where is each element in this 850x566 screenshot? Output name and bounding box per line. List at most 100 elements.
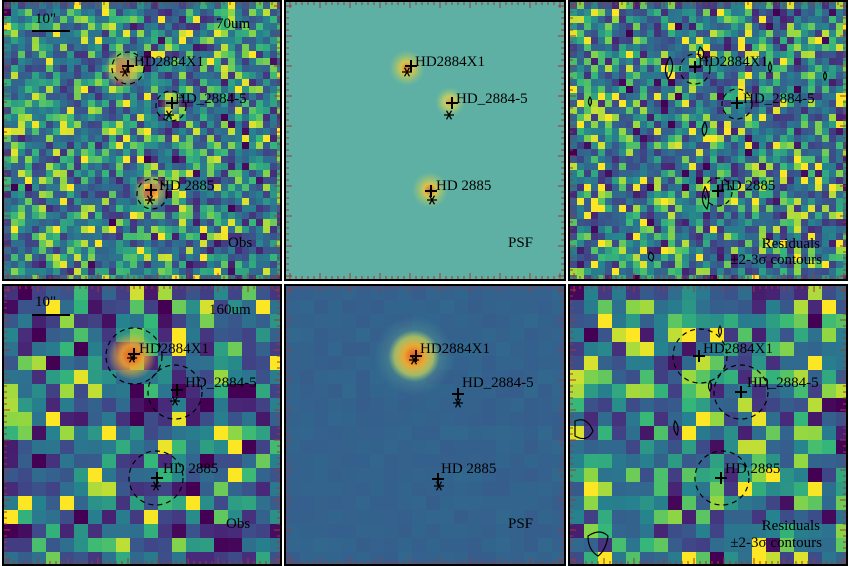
pixel (158, 30, 166, 38)
pixel (95, 142, 103, 150)
pixel (39, 9, 47, 17)
pixel (214, 9, 222, 17)
pixel (661, 58, 669, 66)
pixel (102, 44, 110, 52)
pixel (703, 9, 711, 17)
pixel (794, 93, 802, 101)
pixel (647, 114, 655, 122)
pixel (74, 240, 82, 248)
pixel (752, 226, 760, 234)
pixel (570, 156, 578, 164)
source-label-hd2885: HD 2885 (436, 178, 492, 194)
scale-bar (32, 314, 70, 316)
pixel (200, 275, 208, 279)
pixel (640, 286, 655, 301)
pixel (11, 93, 19, 101)
pixel (242, 254, 250, 262)
pixel (88, 51, 96, 59)
pixel (207, 107, 215, 115)
pixel (752, 107, 760, 115)
pixel (822, 454, 837, 469)
pixel (109, 149, 117, 157)
pixel (808, 356, 823, 371)
pixel (731, 198, 739, 206)
pixel (801, 177, 809, 185)
pixel (11, 198, 19, 206)
pixel (228, 496, 243, 511)
pixel (640, 2, 648, 10)
pixel (780, 219, 788, 227)
pixel (591, 149, 599, 157)
pixel (270, 268, 278, 276)
pixel (235, 240, 243, 248)
pixel (263, 247, 271, 255)
pixel (843, 205, 846, 213)
pixel (214, 268, 222, 276)
pixel (270, 398, 280, 413)
pixel (759, 107, 767, 115)
pixel (214, 233, 222, 241)
pixel (235, 184, 243, 192)
pixel (766, 128, 774, 136)
aperture-circle (679, 53, 711, 85)
pixel (510, 496, 525, 511)
pixel (137, 142, 145, 150)
pixel (179, 275, 187, 279)
pixel (165, 163, 173, 171)
pixel (314, 538, 329, 553)
residual-contour (701, 185, 710, 211)
pixel (552, 538, 564, 553)
pixel (116, 44, 124, 52)
pixel (207, 86, 215, 94)
pixel (256, 86, 264, 94)
pixel (186, 412, 201, 427)
pixel (123, 114, 131, 122)
pixel (130, 135, 138, 143)
pixel (256, 65, 264, 73)
pixel (619, 156, 627, 164)
pixel (102, 121, 110, 129)
pixel (661, 156, 669, 164)
pixel (524, 356, 539, 371)
pixel (577, 261, 585, 269)
pixel (4, 524, 19, 539)
pixel (661, 128, 669, 136)
pixel (815, 86, 823, 94)
pixel (633, 30, 641, 38)
pixel (808, 219, 816, 227)
pixel (242, 37, 250, 45)
pixel (214, 198, 222, 206)
pixel (696, 58, 704, 66)
pixel (766, 538, 781, 553)
pixel (39, 226, 47, 234)
pixel (88, 468, 103, 483)
pixel (829, 93, 837, 101)
pixel (193, 30, 201, 38)
pixel (277, 16, 280, 24)
pixel (738, 142, 746, 150)
pixel (570, 412, 585, 427)
pixel (242, 107, 250, 115)
pixel (682, 16, 690, 24)
pixel (787, 261, 795, 269)
pixel (570, 86, 578, 94)
residual-contour (767, 60, 773, 74)
pixel (165, 191, 173, 199)
pixel (538, 510, 553, 525)
pixel (18, 23, 26, 31)
pixel (130, 121, 138, 129)
pixel (228, 482, 243, 497)
pixel (67, 191, 75, 199)
pixel (696, 240, 704, 248)
pixel (67, 226, 75, 234)
pixel (186, 23, 194, 31)
pixel (759, 135, 767, 143)
pixel (598, 86, 606, 94)
pixel (426, 552, 441, 564)
pixel (144, 233, 152, 241)
star-marker (127, 353, 137, 363)
pixel (249, 205, 257, 213)
pixel (822, 412, 837, 427)
pixel (130, 30, 138, 38)
pixel (752, 198, 760, 206)
